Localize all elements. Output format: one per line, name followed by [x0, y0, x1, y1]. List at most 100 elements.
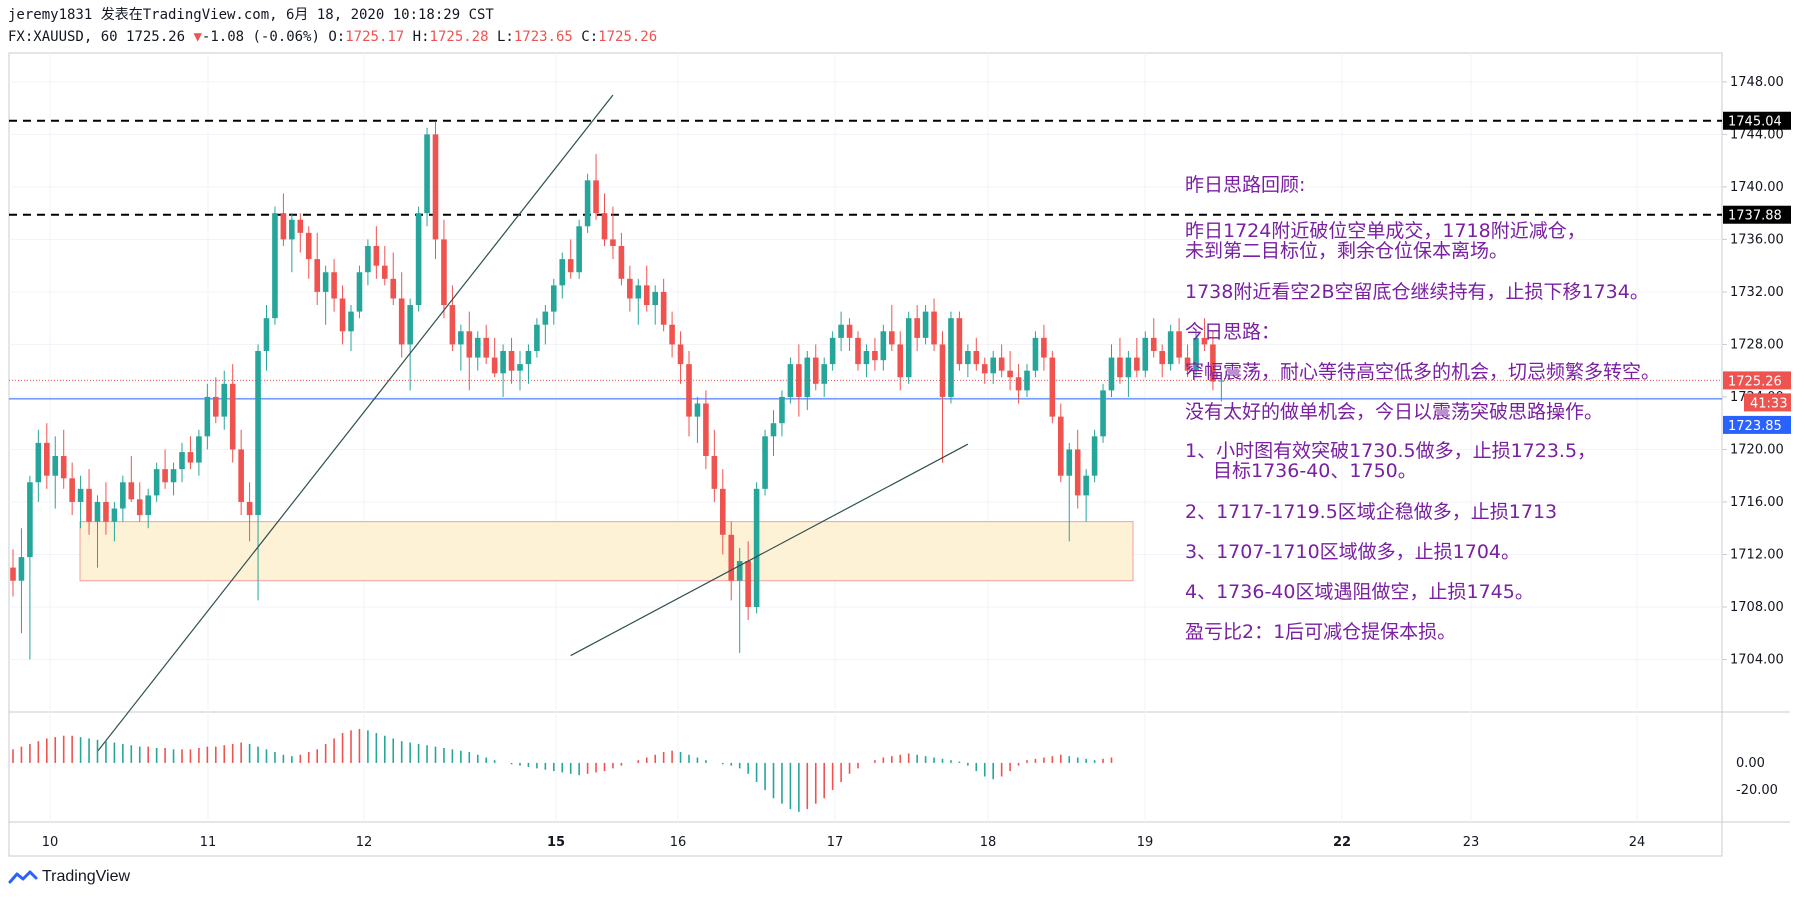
candle-body — [1134, 357, 1140, 371]
candle-body — [86, 488, 92, 522]
candle-body — [1184, 357, 1191, 371]
price-tick-label: 1732.00 — [1730, 285, 1784, 300]
candle-body — [855, 337, 861, 365]
candle-body — [567, 259, 574, 273]
high-label: H: — [412, 29, 430, 45]
candle-body — [762, 436, 768, 489]
trendline — [97, 94, 614, 752]
horizontal-levels — [9, 119, 1722, 400]
candle-body — [187, 452, 194, 463]
candle-body — [1150, 337, 1157, 351]
candle-body — [1066, 449, 1073, 476]
note-line: 目标1736-40、1750。 — [1213, 460, 1417, 482]
candle-body — [720, 488, 726, 535]
low-label: L: — [496, 29, 514, 45]
candle-body — [289, 219, 295, 240]
time-label: 12 — [356, 835, 373, 850]
osc-tick-label: -20.00 — [1736, 783, 1778, 798]
support-zone — [79, 521, 1134, 582]
candle-body — [213, 396, 219, 417]
candle-body — [331, 272, 337, 299]
candle-body — [348, 311, 354, 332]
candle-body — [407, 305, 413, 345]
support-zone-rect — [79, 521, 1134, 582]
candle-body — [246, 501, 253, 516]
candle-body — [263, 318, 270, 351]
note-line: 3、1707-1710区域做多，止损1704。 — [1185, 541, 1521, 563]
candle-body — [1117, 357, 1123, 378]
candle-body — [711, 456, 718, 489]
candle-body — [221, 383, 228, 417]
price-tick-label: 1704.00 — [1730, 652, 1784, 667]
candle-body — [677, 344, 684, 365]
candle-body — [449, 305, 456, 345]
candle-body — [204, 396, 211, 437]
candle-body — [365, 245, 371, 273]
note-line: 没有太好的做单机会，今日以震荡突破思路操作。 — [1185, 401, 1604, 423]
candle-body — [846, 324, 853, 338]
tag-resistance-1: 1745.04 — [1728, 115, 1782, 130]
candle-body — [382, 265, 388, 279]
symbol-label[interactable]: FX:XAUUSD, 60 — [8, 29, 118, 45]
oscillator-histogram — [12, 728, 1113, 812]
candle-body — [508, 350, 515, 371]
price-tick-label: 1708.00 — [1730, 600, 1784, 615]
candle-body — [44, 442, 50, 476]
candle-body — [804, 357, 811, 397]
time-label: 10 — [42, 835, 59, 850]
candle-body — [973, 350, 980, 365]
brand-name: TradingView — [42, 868, 131, 885]
candle-body — [305, 232, 312, 260]
candle-body — [576, 226, 582, 273]
note-line: 窄幅震荡，耐心等待高空低多的机会，切忌频繁多转空。 — [1185, 361, 1661, 383]
candle-body — [652, 291, 658, 306]
price-tick-label: 1712.00 — [1730, 547, 1784, 562]
candle-body — [500, 350, 506, 374]
candle-body — [525, 350, 532, 365]
candle-body — [694, 403, 701, 417]
candle-body — [889, 331, 895, 345]
candle-body — [458, 331, 464, 345]
tag-blue-line-bg — [1723, 415, 1791, 434]
candle-body — [474, 337, 481, 358]
candle-body — [1125, 357, 1132, 378]
candle-body — [872, 350, 878, 361]
price-axis[interactable]: 1748.00 1744.00 1740.00 1736.00 1732.00 1728.… — [1722, 75, 1784, 798]
candle-body — [491, 357, 498, 374]
tradingview-logo-icon — [8, 870, 38, 884]
time-axis[interactable]: 10 11 12 15 16 17 18 19 22 23 24 — [42, 835, 1646, 850]
candle-body — [322, 272, 329, 292]
candle-body — [415, 213, 422, 306]
note-line: 盈亏比2：1后可减仓提保本损。 — [1185, 621, 1457, 643]
candle-body — [905, 318, 912, 378]
candle-body — [812, 357, 819, 384]
candle-body — [753, 488, 760, 607]
down-arrow-icon: ▼ — [193, 29, 202, 45]
candle-body — [669, 324, 675, 345]
candle-body — [660, 291, 667, 325]
price-tick-label: 1740.00 — [1730, 180, 1784, 195]
time-label: 18 — [980, 835, 997, 850]
time-label: 17 — [827, 835, 844, 850]
candle-body — [255, 350, 261, 516]
tradingview-logo[interactable]: TradingView — [8, 868, 130, 886]
last-price: 1725.26 — [126, 29, 186, 45]
price-tick-label: 1736.00 — [1730, 232, 1784, 247]
candle-body — [390, 278, 397, 299]
candle-body — [483, 337, 489, 358]
open-label: O: — [328, 29, 346, 45]
ohlc-legend: FX:XAUUSD, 60 1725.26 ▼-1.08 (-0.06%) O:… — [8, 26, 657, 48]
candle-body — [931, 311, 937, 345]
osc-tick-label: 0.00 — [1736, 756, 1765, 771]
candle-body — [432, 134, 439, 240]
time-label: 24 — [1629, 835, 1646, 850]
price-tick-label: 1728.00 — [1730, 337, 1784, 352]
candle-body — [643, 285, 650, 306]
candle-body — [998, 357, 1005, 371]
candle-body — [153, 469, 160, 496]
candlestick-series — [10, 121, 1225, 660]
candle-body — [27, 482, 33, 558]
chart-header: jeremy1831 发表在TradingView.com, 6月 18, 20… — [8, 4, 657, 48]
candle-body — [542, 311, 549, 325]
